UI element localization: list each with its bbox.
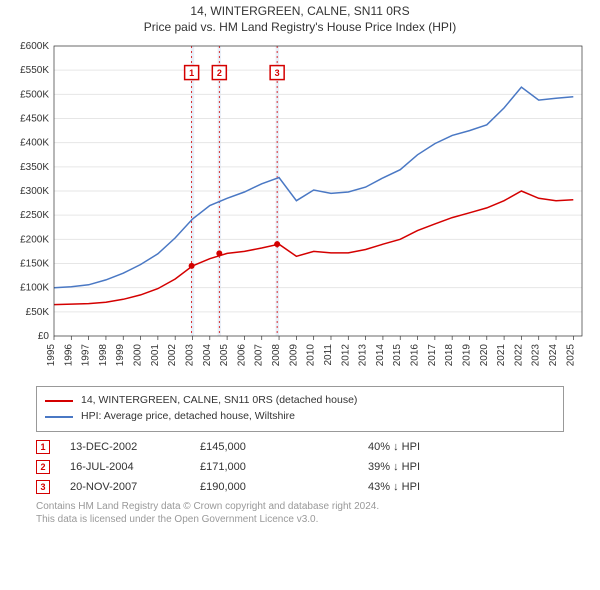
svg-text:2014: 2014 bbox=[375, 344, 386, 367]
svg-text:2013: 2013 bbox=[358, 344, 369, 367]
svg-text:2002: 2002 bbox=[167, 344, 178, 367]
copyright-footer: Contains HM Land Registry data © Crown c… bbox=[36, 500, 564, 527]
event-date: 16-JUL-2004 bbox=[70, 461, 200, 473]
svg-text:£250K: £250K bbox=[20, 210, 49, 221]
chart-subtitle: Price paid vs. HM Land Registry's House … bbox=[0, 20, 600, 34]
svg-text:1999: 1999 bbox=[115, 344, 126, 367]
svg-text:2011: 2011 bbox=[323, 344, 334, 366]
svg-text:£600K: £600K bbox=[20, 41, 49, 52]
svg-text:2020: 2020 bbox=[479, 344, 490, 367]
event-marker-icon: 1 bbox=[36, 440, 50, 454]
legend: 14, WINTERGREEN, CALNE, SN11 0RS (detach… bbox=[36, 386, 564, 432]
event-price: £145,000 bbox=[200, 441, 310, 453]
svg-text:1995: 1995 bbox=[46, 344, 57, 367]
svg-text:2003: 2003 bbox=[184, 344, 195, 367]
svg-text:2017: 2017 bbox=[427, 344, 438, 367]
svg-text:2004: 2004 bbox=[202, 344, 213, 367]
svg-text:2005: 2005 bbox=[219, 344, 230, 367]
footer-line-1: Contains HM Land Registry data © Crown c… bbox=[36, 500, 564, 514]
svg-text:2019: 2019 bbox=[461, 344, 472, 367]
legend-label: HPI: Average price, detached house, Wilt… bbox=[81, 409, 295, 425]
footer-line-2: This data is licensed under the Open Gov… bbox=[36, 513, 564, 527]
svg-text:1997: 1997 bbox=[81, 344, 92, 367]
event-row: 1 13-DEC-2002£145,00040% ↓ HPI bbox=[36, 440, 564, 454]
event-row: 2 16-JUL-2004£171,00039% ↓ HPI bbox=[36, 460, 564, 474]
svg-text:2008: 2008 bbox=[271, 344, 282, 367]
event-date: 20-NOV-2007 bbox=[70, 481, 200, 493]
chart-area: £0 £50K £100K £150K £200K £250K £300K £350K £400… bbox=[10, 40, 590, 380]
legend-item: HPI: Average price, detached house, Wilt… bbox=[45, 409, 555, 425]
svg-text:2025: 2025 bbox=[565, 344, 576, 367]
svg-text:2018: 2018 bbox=[444, 344, 455, 367]
chart-title-address: 14, WINTERGREEN, CALNE, SN11 0RS bbox=[0, 4, 600, 18]
svg-text:1: 1 bbox=[189, 68, 194, 78]
legend-swatch bbox=[45, 416, 73, 418]
events-table: 1 13-DEC-2002£145,00040% ↓ HPI 2 16-JUL-200… bbox=[36, 440, 564, 494]
svg-text:1998: 1998 bbox=[98, 344, 109, 367]
legend-item: 14, WINTERGREEN, CALNE, SN11 0RS (detach… bbox=[45, 393, 555, 409]
svg-text:£350K: £350K bbox=[20, 162, 49, 173]
event-delta: 43% ↓ HPI bbox=[310, 481, 420, 493]
svg-text:£500K: £500K bbox=[20, 89, 49, 100]
svg-text:£150K: £150K bbox=[20, 259, 49, 270]
svg-text:2021: 2021 bbox=[496, 344, 507, 367]
svg-text:2000: 2000 bbox=[133, 344, 144, 367]
event-date: 13-DEC-2002 bbox=[70, 441, 200, 453]
svg-text:1996: 1996 bbox=[63, 344, 74, 367]
svg-text:£100K: £100K bbox=[20, 283, 49, 294]
svg-text:£300K: £300K bbox=[20, 186, 49, 197]
svg-text:£400K: £400K bbox=[20, 138, 49, 149]
svg-text:£450K: £450K bbox=[20, 114, 49, 125]
chart-title-block: 14, WINTERGREEN, CALNE, SN11 0RS Price p… bbox=[0, 0, 600, 40]
event-delta: 40% ↓ HPI bbox=[310, 441, 420, 453]
event-marker-icon: 3 bbox=[36, 480, 50, 494]
event-price: £171,000 bbox=[200, 461, 310, 473]
svg-text:£200K: £200K bbox=[20, 234, 49, 245]
svg-text:2012: 2012 bbox=[340, 344, 351, 367]
svg-text:2009: 2009 bbox=[288, 344, 299, 367]
legend-swatch bbox=[45, 400, 73, 402]
svg-text:£0: £0 bbox=[38, 331, 50, 342]
svg-text:2001: 2001 bbox=[150, 344, 161, 367]
legend-label: 14, WINTERGREEN, CALNE, SN11 0RS (detach… bbox=[81, 393, 357, 409]
svg-text:3: 3 bbox=[275, 68, 280, 78]
svg-text:2016: 2016 bbox=[410, 344, 421, 367]
svg-text:2022: 2022 bbox=[513, 344, 524, 367]
event-marker-icon: 2 bbox=[36, 460, 50, 474]
event-row: 3 20-NOV-2007£190,00043% ↓ HPI bbox=[36, 480, 564, 494]
svg-text:2024: 2024 bbox=[548, 344, 559, 367]
svg-text:2: 2 bbox=[217, 68, 222, 78]
svg-text:2007: 2007 bbox=[254, 344, 265, 367]
svg-text:£550K: £550K bbox=[20, 65, 49, 76]
svg-text:2023: 2023 bbox=[531, 344, 542, 367]
svg-text:2010: 2010 bbox=[306, 344, 317, 367]
event-delta: 39% ↓ HPI bbox=[310, 461, 420, 473]
svg-text:2006: 2006 bbox=[236, 344, 247, 367]
svg-text:2015: 2015 bbox=[392, 344, 403, 367]
line-chart-svg: £0 £50K £100K £150K £200K £250K £300K £350K £400… bbox=[10, 40, 590, 380]
event-price: £190,000 bbox=[200, 481, 310, 493]
figure-container: 14, WINTERGREEN, CALNE, SN11 0RS Price p… bbox=[0, 0, 600, 590]
svg-text:£50K: £50K bbox=[26, 307, 50, 318]
